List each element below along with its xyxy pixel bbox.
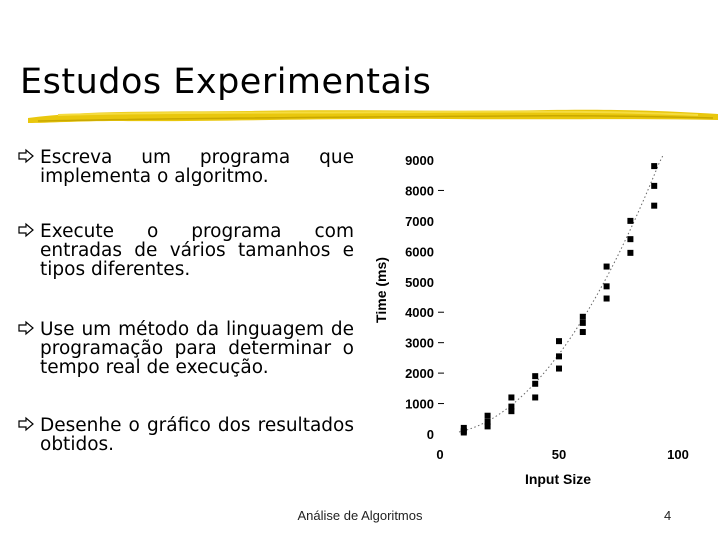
data-point (460, 429, 467, 436)
bullet-text: Execute o programa com entradas de vário… (40, 221, 354, 280)
data-point (556, 338, 562, 345)
y-axis-label: Time (ms) (373, 257, 389, 323)
data-point (603, 295, 610, 302)
bullet-item: Execute o programa com entradas de vário… (18, 222, 354, 279)
arrow-bullet-icon (18, 320, 34, 336)
x-axis-label: Input Size (525, 471, 591, 487)
data-point (603, 263, 610, 270)
data-point (508, 394, 515, 401)
data-point (579, 313, 586, 320)
y-tick-label: 2000 (405, 366, 434, 381)
data-point (627, 236, 634, 243)
y-tick-label: 8000 (405, 183, 434, 198)
footer-text: Análise de Algoritmos (297, 508, 423, 523)
x-tick-label: 50 (552, 447, 566, 462)
data-point (484, 418, 491, 425)
runtime-scatter-chart: Time (ms) Input Size 0100020003000400050… (373, 153, 689, 487)
data-point (627, 249, 634, 256)
data-point (579, 319, 586, 326)
data-point (484, 412, 491, 419)
bullet-item: Escreva um programa que implementa o alg… (18, 148, 354, 186)
bullet-item: Desenhe o gráfico dos resultados obtidos… (18, 416, 354, 454)
y-tick-label: 7000 (405, 214, 434, 229)
bullet-text: Desenhe o gráfico dos resultados obtidos… (40, 415, 354, 455)
data-point (603, 283, 610, 290)
arrow-bullet-icon (18, 148, 34, 164)
data-point (532, 373, 539, 380)
data-point (627, 217, 634, 224)
x-tick-label: 0 (436, 447, 443, 462)
y-tick-label: 3000 (405, 336, 434, 351)
data-point (651, 182, 658, 189)
arrow-bullet-icon (18, 222, 34, 238)
data-point (579, 329, 586, 336)
data-point (556, 353, 562, 360)
trend-curve (458, 153, 665, 433)
data-point (532, 380, 539, 387)
bullet-text: Escreva um programa que implementa o alg… (40, 147, 354, 187)
data-point (651, 163, 658, 170)
data-point (460, 424, 467, 431)
data-point (484, 423, 491, 430)
data-point (508, 403, 515, 410)
y-tick-label: 6000 (405, 244, 434, 259)
slide-title: Estudos Experimentais (20, 62, 432, 102)
y-tick-label: 5000 (405, 275, 434, 290)
arrow-bullet-icon (18, 416, 34, 432)
title-underline-brush (28, 109, 718, 123)
data-point (556, 365, 562, 372)
x-tick-label: 100 (667, 447, 689, 462)
data-point (651, 202, 658, 209)
data-point (532, 394, 539, 401)
data-point (508, 408, 515, 415)
y-tick-label: 1000 (405, 397, 434, 412)
y-tick-label: 4000 (405, 305, 434, 320)
bullet-item: Use um método da linguagem de programaçã… (18, 320, 354, 377)
page-number: 4 (664, 508, 672, 523)
bullet-text: Use um método da linguagem de programaçã… (40, 319, 354, 378)
y-tick-label: 9000 (405, 153, 434, 168)
y-tick-label: 0 (427, 427, 434, 442)
